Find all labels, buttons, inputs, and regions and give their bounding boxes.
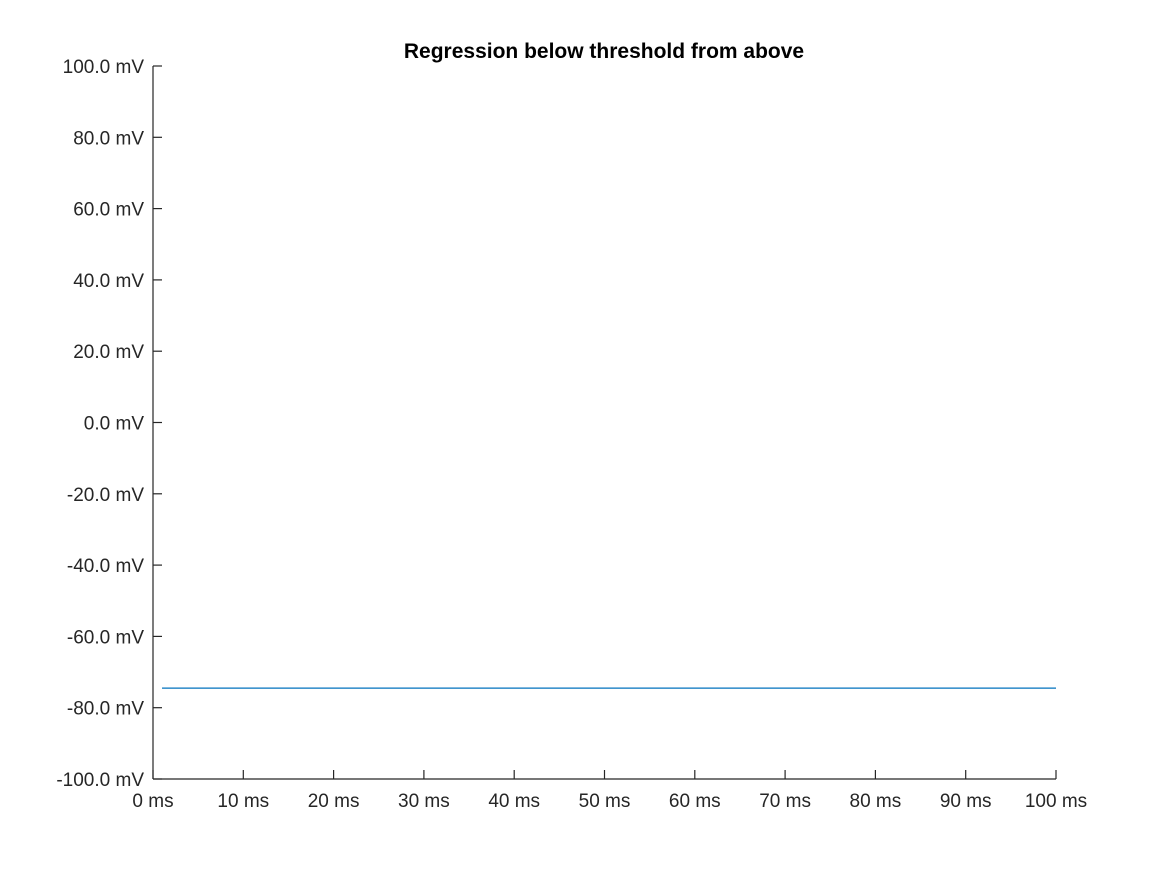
y-tick-label: 20.0 mV bbox=[73, 342, 144, 363]
chart-title: Regression below threshold from above bbox=[404, 40, 804, 63]
y-tick-label: 60.0 mV bbox=[73, 200, 144, 221]
y-tick-label: 80.0 mV bbox=[73, 128, 144, 149]
x-tick-label: 90 ms bbox=[940, 791, 992, 812]
y-tick-label: -80.0 mV bbox=[67, 699, 144, 720]
x-tick-label: 20 ms bbox=[308, 791, 360, 812]
y-tick-label: -20.0 mV bbox=[67, 485, 144, 506]
y-tick-label: 100.0 mV bbox=[63, 57, 145, 78]
y-tick-label: -60.0 mV bbox=[67, 627, 144, 648]
x-tick-label: 30 ms bbox=[398, 791, 450, 812]
x-tick-label: 60 ms bbox=[669, 791, 721, 812]
y-tick-label: 40.0 mV bbox=[73, 271, 144, 292]
x-tick-label: 10 ms bbox=[217, 791, 269, 812]
axes: 0 ms 10 ms 20 ms 30 ms 40 ms 50 ms 60 ms 70 ms 8… bbox=[56, 57, 1087, 812]
x-tick-label: 100 ms bbox=[1025, 791, 1087, 812]
x-tick-label: 70 ms bbox=[759, 791, 811, 812]
y-tick-label: -100.0 mV bbox=[56, 770, 144, 791]
x-tick-label: 40 ms bbox=[488, 791, 540, 812]
x-tick-label: 0 ms bbox=[132, 791, 173, 812]
y-tick-label: -40.0 mV bbox=[67, 556, 144, 577]
y-tick-label: 0.0 mV bbox=[84, 414, 145, 435]
x-tick-label: 80 ms bbox=[850, 791, 902, 812]
x-tick-label: 50 ms bbox=[579, 791, 631, 812]
